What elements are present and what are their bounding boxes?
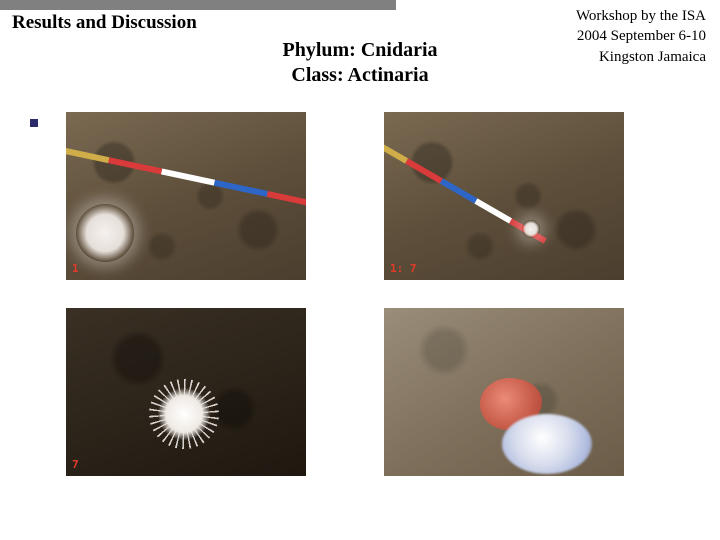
taxonomy-title: Phylum: Cnidaria Class: Actinaria (0, 38, 720, 88)
photo-3: 7 (66, 308, 306, 476)
overlay-label: 1 (72, 262, 79, 275)
class-line: Class: Actinaria (0, 63, 720, 88)
section-title: Results and Discussion (12, 12, 197, 34)
blob-bluewhite (502, 414, 592, 474)
photo-4 (384, 308, 624, 476)
anemone-spiky (162, 392, 206, 436)
header-line-1: Workshop by the ISA (576, 6, 706, 26)
photo-1: 1 (66, 112, 306, 280)
overlay-label: 7 (72, 458, 79, 471)
photo-gallery: 1 1: 7 7 (66, 112, 624, 476)
anemone-white-plume (76, 204, 134, 262)
overlay-label: 1: 7 (390, 262, 417, 275)
photo-2: 1: 7 (384, 112, 624, 280)
anemone-small-white (522, 220, 540, 238)
seafloor-bg (384, 112, 624, 280)
top-grey-bar (0, 0, 396, 10)
bullet-square (30, 119, 38, 127)
phylum-line: Phylum: Cnidaria (0, 38, 720, 63)
